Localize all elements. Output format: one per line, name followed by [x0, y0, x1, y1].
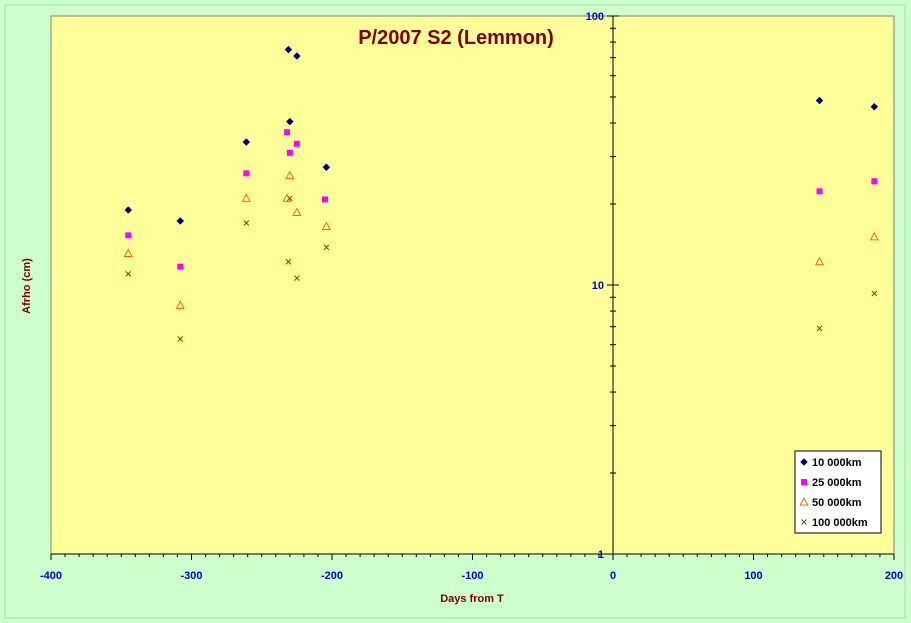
- legend-box: [794, 450, 882, 534]
- x-tick-label: 0: [610, 570, 616, 582]
- data-point-series-3: [321, 221, 332, 230]
- data-point-series-1: [815, 96, 824, 105]
- x-tick-label: 200: [885, 570, 903, 582]
- x-axis-label: Days from T: [440, 593, 504, 605]
- y-tick-label: 1: [598, 549, 604, 561]
- y-axis-label: Afrho (cm): [21, 258, 33, 314]
- data-point-series-1: [284, 45, 293, 54]
- data-point-series-4: [323, 244, 330, 251]
- legend-entry: 50 000km: [812, 497, 862, 509]
- data-point-series-1: [124, 206, 133, 214]
- data-point-series-4: [871, 290, 878, 297]
- data-points: [123, 45, 879, 342]
- cross-stroke: [871, 290, 878, 297]
- y-tick-label: 100: [586, 11, 604, 23]
- data-point-series-3: [814, 256, 825, 266]
- legend-entry: 10 000km: [812, 457, 862, 469]
- data-point-series-3: [285, 170, 295, 180]
- cross-stroke: [243, 220, 250, 226]
- chart-title: P/2007 S2 (Lemmon): [358, 27, 554, 49]
- data-point-series-4: [243, 220, 250, 226]
- data-point-series-4: [285, 258, 292, 265]
- data-point-series-4: [294, 275, 300, 282]
- legend-marker: [801, 479, 807, 485]
- x-tick-label: -300: [180, 570, 202, 582]
- data-point-series-1: [242, 138, 251, 146]
- data-point-series-4: [286, 195, 293, 202]
- data-point-series-2: [177, 263, 184, 270]
- legend: 10 000km 25 000km 50 000km 100 000km: [794, 450, 882, 534]
- legend-entry: 25 000km: [812, 477, 862, 489]
- x-tick-label: -100: [461, 570, 483, 582]
- data-point-series-2: [321, 196, 328, 203]
- data-point-series-3: [123, 248, 133, 257]
- cross-stroke: [323, 244, 330, 251]
- data-point-series-4: [125, 271, 132, 277]
- cross-stroke: [125, 271, 132, 277]
- cross-stroke: [286, 195, 293, 202]
- data-point-series-3: [175, 300, 185, 309]
- data-point-series-1: [293, 52, 301, 60]
- cross-stroke: [285, 258, 292, 265]
- cross-stroke: [816, 325, 823, 332]
- legend-entry: 100 000km: [812, 517, 868, 529]
- plot-area: [50, 15, 895, 555]
- data-point-series-2: [125, 232, 132, 239]
- y-tick-label: 10: [592, 280, 604, 292]
- data-point-series-1: [176, 217, 185, 225]
- x-tick-label: -400: [40, 570, 62, 582]
- legend-marker: [799, 496, 809, 506]
- cross-stroke: [294, 275, 300, 282]
- cross-stroke: [177, 336, 184, 342]
- data-point-series-2: [293, 140, 300, 147]
- data-point-series-1: [322, 163, 331, 172]
- data-point-series-2: [286, 149, 293, 156]
- axes: -400 -300 -200 -100 0 100 200 1 10 100: [40, 11, 903, 582]
- data-point-series-3: [241, 193, 251, 202]
- data-point-series-1: [870, 102, 879, 111]
- data-point-series-2: [284, 129, 291, 136]
- data-point-series-4: [816, 325, 823, 332]
- data-point-series-2: [871, 178, 878, 185]
- data-point-series-3: [292, 207, 302, 217]
- data-point-series-2: [243, 170, 250, 177]
- legend-marker: [800, 458, 808, 466]
- data-point-series-3: [869, 231, 879, 241]
- data-point-series-2: [816, 188, 823, 195]
- x-tick-label: -200: [321, 570, 343, 582]
- legend-marker: [801, 519, 807, 525]
- cross-stroke: [801, 519, 807, 525]
- data-point-series-1: [285, 117, 294, 126]
- x-tick-label: 100: [744, 570, 762, 582]
- data-point-series-4: [177, 336, 184, 342]
